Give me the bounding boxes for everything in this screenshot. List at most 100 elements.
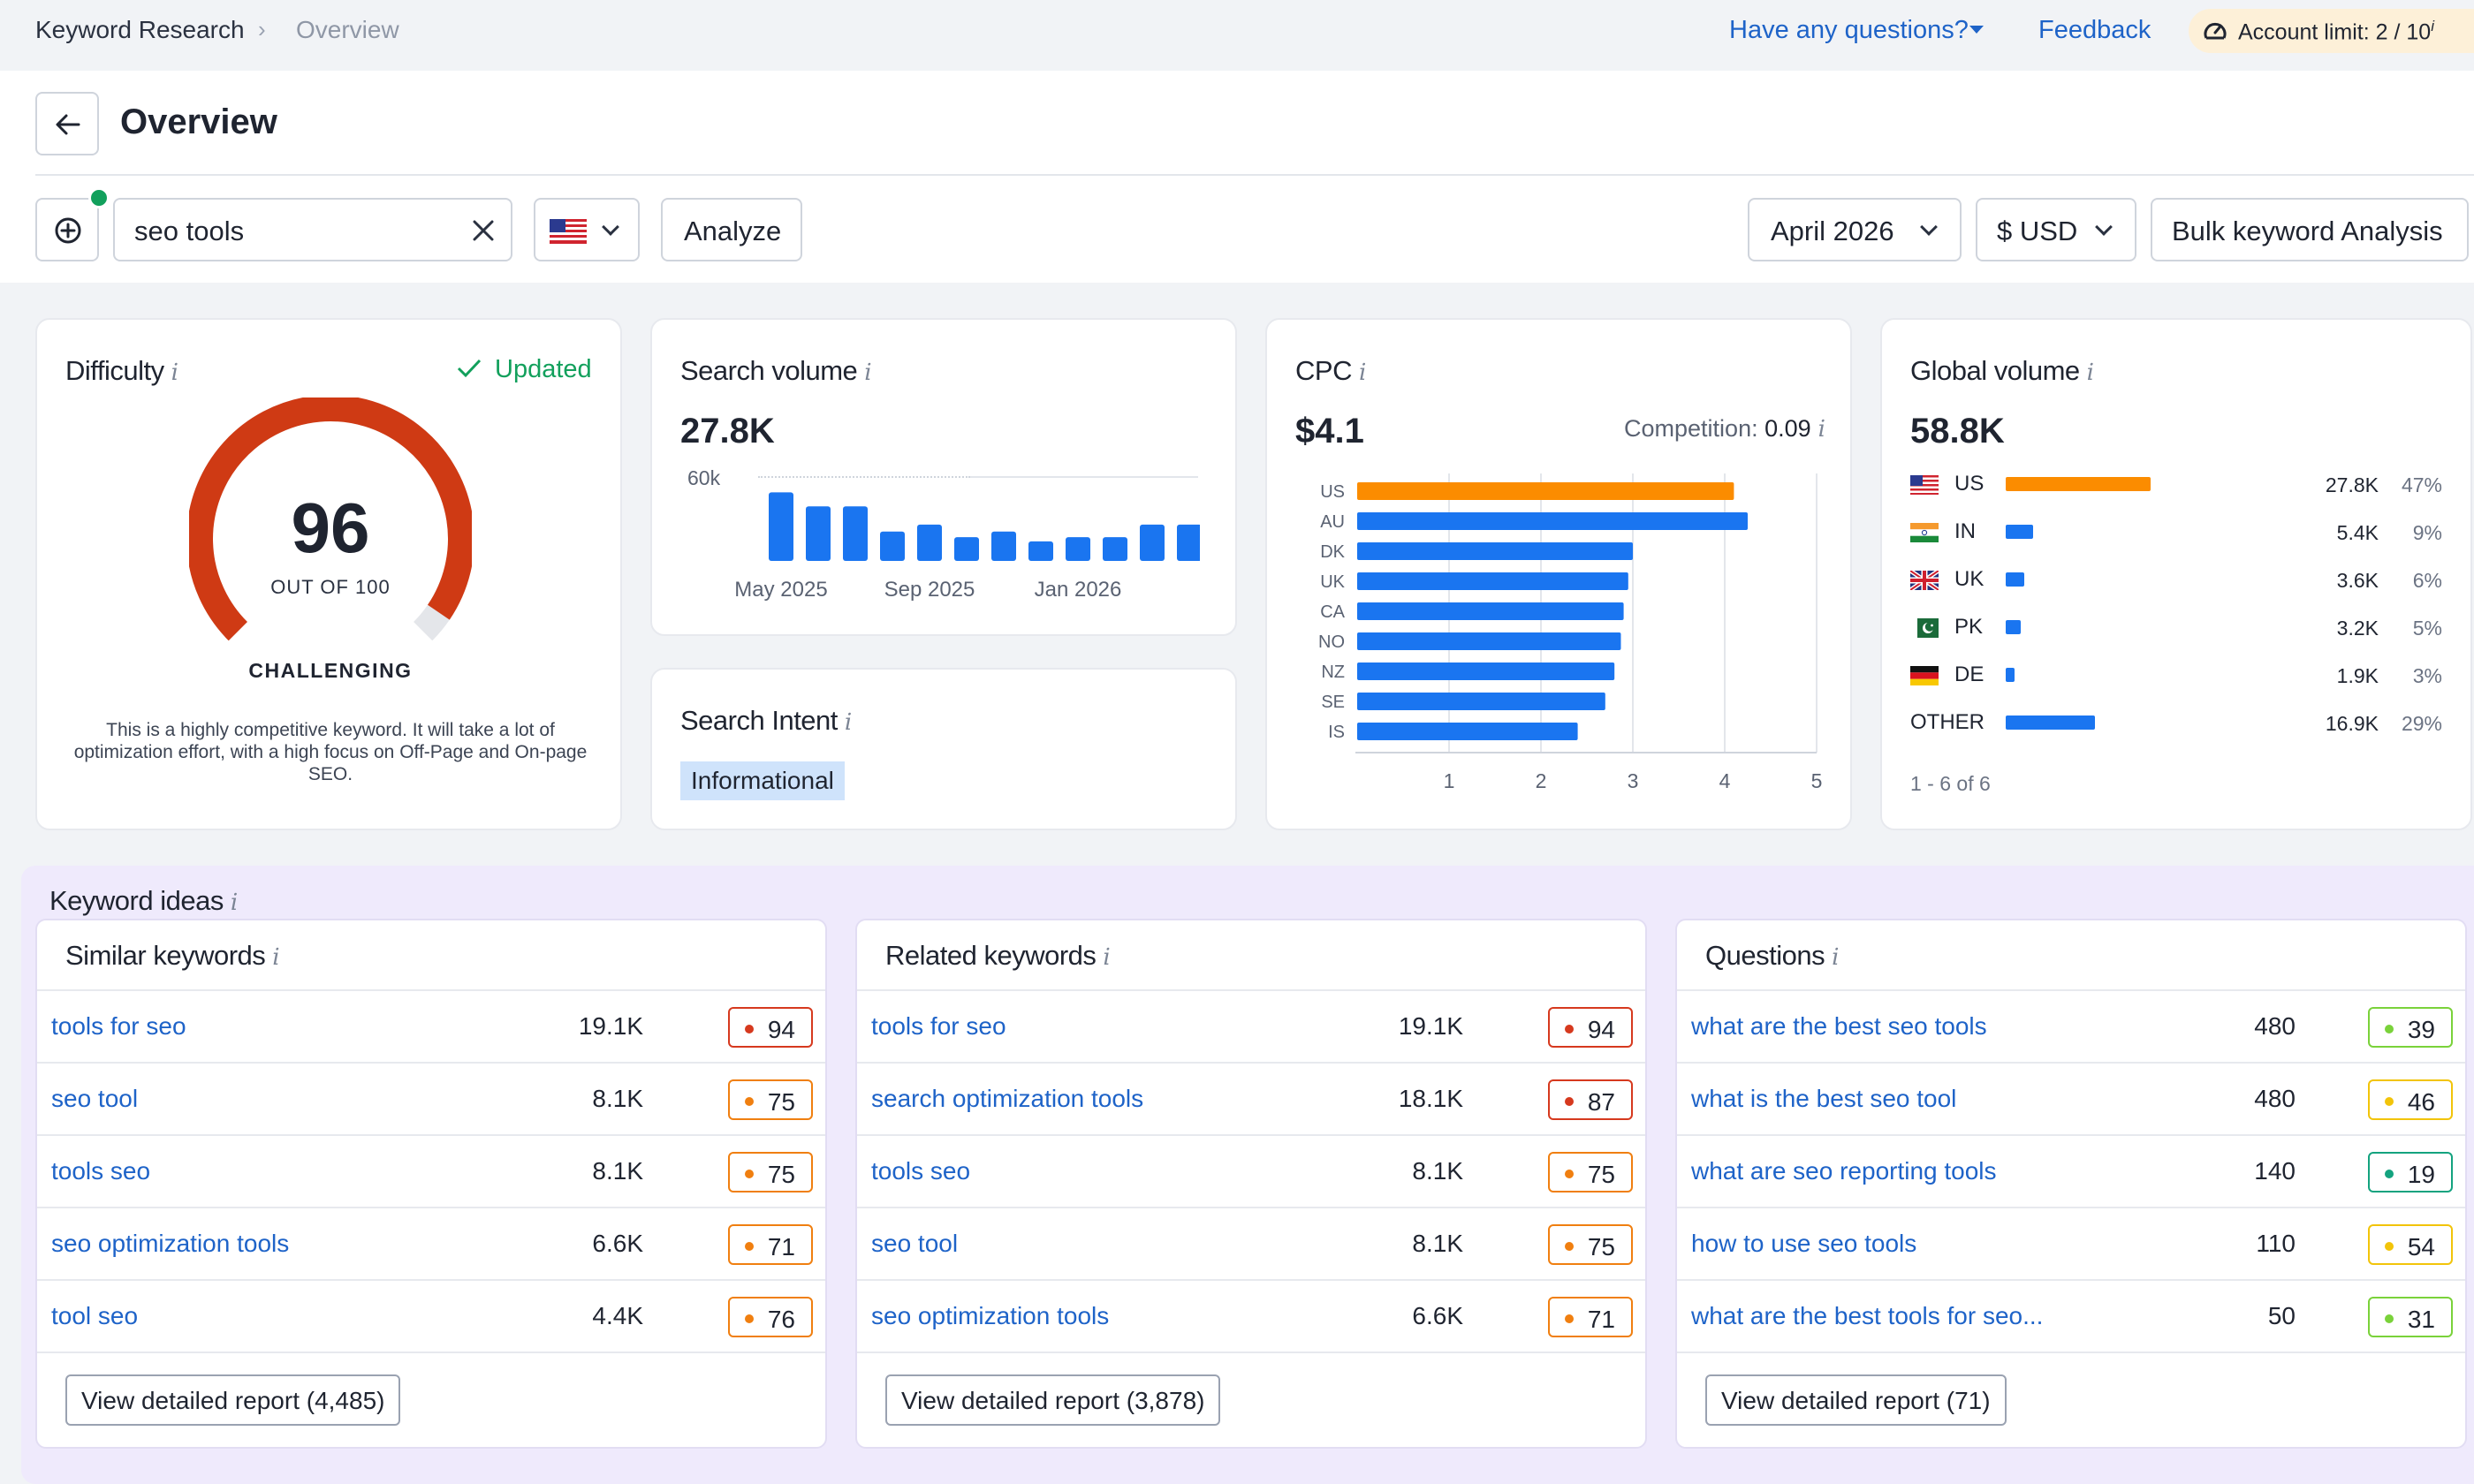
cpc-bar[interactable] xyxy=(1357,662,1615,680)
volume-bar[interactable] xyxy=(880,531,905,561)
volume-bar[interactable] xyxy=(769,492,793,561)
country-row[interactable]: UK 3.6K 6% xyxy=(1882,567,2470,602)
volume-bar[interactable] xyxy=(991,531,1016,561)
questions-link[interactable]: Have any questions? xyxy=(1729,16,1969,44)
difficulty-badge: 75 xyxy=(1548,1224,1633,1265)
back-button[interactable] xyxy=(35,92,99,155)
keyword-link[interactable]: what are the best seo tools xyxy=(1691,1012,1987,1040)
keyword-link[interactable]: what is the best seo tool xyxy=(1691,1085,1957,1112)
country-row[interactable]: OTHER 16.9K 29% xyxy=(1882,710,2470,746)
volume-bar[interactable] xyxy=(1028,541,1053,561)
info-icon[interactable]: i xyxy=(1358,360,1366,386)
competition-label: Competition: xyxy=(1624,415,1758,442)
currency-select[interactable]: $ USD xyxy=(1976,198,2136,261)
share-bar xyxy=(2006,620,2022,634)
info-icon[interactable]: i xyxy=(1832,944,1839,971)
keyword-link[interactable]: tools seo xyxy=(51,1157,151,1185)
volume-bar[interactable] xyxy=(1177,524,1200,561)
cpc-bar[interactable] xyxy=(1357,723,1578,740)
bulk-analysis-button[interactable]: Bulk keyword Analysis xyxy=(2151,198,2469,261)
keyword-link[interactable]: seo tool xyxy=(51,1085,139,1112)
keyword-volume: 18.1K xyxy=(1398,1085,1463,1112)
analyze-button[interactable]: Analyze xyxy=(661,198,802,261)
caret-down-icon[interactable] xyxy=(1969,25,1985,35)
keyword-link[interactable]: tools seo xyxy=(871,1157,971,1185)
cpc-bar[interactable] xyxy=(1357,512,1748,530)
info-icon[interactable]: i xyxy=(171,360,178,386)
related-keywords-panel: Related keywords i tools for seo 19.1K 94 sea… xyxy=(855,919,1647,1449)
info-icon[interactable]: i xyxy=(844,709,852,736)
volume-bar[interactable] xyxy=(843,506,868,561)
cpc-bar[interactable] xyxy=(1357,693,1605,710)
country-select[interactable] xyxy=(534,198,640,261)
add-keyword-button[interactable] xyxy=(35,198,99,261)
country-row[interactable]: DE 1.9K 3% xyxy=(1882,662,2470,698)
volume-bar[interactable] xyxy=(1066,537,1090,561)
keyword-row: what are the best tools for seo... 50 31 xyxy=(1677,1279,2465,1352)
chevron-down-icon xyxy=(602,218,619,236)
volume-bar[interactable] xyxy=(806,506,831,561)
country-row[interactable]: IN 5.4K 9% xyxy=(1882,519,2470,555)
difficulty-dot xyxy=(745,1314,754,1323)
info-icon[interactable]: i xyxy=(864,360,872,386)
cpc-title-text: CPC xyxy=(1295,355,1352,386)
keyword-link[interactable]: seo optimization tools xyxy=(871,1302,1110,1329)
country-percent: 47% xyxy=(2401,473,2442,496)
keyword-link[interactable]: seo optimization tools xyxy=(51,1230,290,1257)
volume-bar[interactable] xyxy=(1103,537,1127,561)
keyword-link[interactable]: what are the best tools for seo... xyxy=(1691,1302,2044,1329)
difficulty-badge: 75 xyxy=(728,1152,813,1192)
month-select[interactable]: April 2026 xyxy=(1748,198,1962,261)
bulk-analysis-label: Bulk keyword Analysis xyxy=(2172,216,2443,246)
keyword-volume: 480 xyxy=(2254,1085,2296,1112)
volume-bar[interactable] xyxy=(954,537,979,561)
share-bar xyxy=(2006,477,2151,491)
page-header: Overview seo tools Analyze April 2026 $ … xyxy=(0,71,2474,283)
pakistan-flag-icon xyxy=(1910,618,1939,638)
cpc-bar[interactable] xyxy=(1357,542,1633,560)
panel-title-text: Similar keywords xyxy=(65,940,266,971)
difficulty-dot xyxy=(2385,1314,2394,1323)
country-volume: 1.9K xyxy=(2336,664,2379,687)
view-report-button[interactable]: View detailed report (71) xyxy=(1705,1374,2007,1426)
keyword-link[interactable]: how to use seo tools xyxy=(1691,1230,1917,1257)
clear-icon[interactable] xyxy=(472,219,495,242)
search-volume-value: 27.8K xyxy=(680,412,775,450)
keyword-link[interactable]: tools for seo xyxy=(871,1012,1006,1040)
country-percent: 29% xyxy=(2401,712,2442,735)
us-flag-icon xyxy=(550,219,587,244)
cpc-bar[interactable] xyxy=(1357,482,1734,500)
search-intent-card: Search Intent i Informational xyxy=(650,668,1237,830)
breadcrumb-root[interactable]: Keyword Research xyxy=(35,16,245,43)
keyword-link[interactable]: search optimization tools xyxy=(871,1085,1144,1112)
view-report-button[interactable]: View detailed report (4,485) xyxy=(65,1374,401,1426)
top-bar: Keyword Research › Overview Have any que… xyxy=(0,0,2474,71)
country-row[interactable]: US 27.8K 47% xyxy=(1882,472,2470,507)
difficulty-gauge xyxy=(189,398,472,641)
info-icon[interactable]: i xyxy=(230,890,238,916)
keyword-link[interactable]: what are seo reporting tools xyxy=(1691,1157,1997,1185)
difficulty-badge: 75 xyxy=(1548,1152,1633,1192)
volume-bar[interactable] xyxy=(1140,524,1165,561)
info-icon[interactable]: i xyxy=(272,944,280,971)
country-row[interactable]: PK 3.2K 5% xyxy=(1882,615,2470,650)
info-icon[interactable]: i xyxy=(1103,944,1111,971)
difficulty-dot xyxy=(1565,1170,1574,1178)
limit-info-icon[interactable]: i xyxy=(2431,18,2434,34)
info-icon[interactable]: i xyxy=(1818,416,1825,443)
difficulty-value: 71 xyxy=(1587,1306,1615,1333)
currency-value: $ USD xyxy=(1997,216,2078,246)
view-report-button[interactable]: View detailed report (3,878) xyxy=(885,1374,1221,1426)
feedback-link[interactable]: Feedback xyxy=(2038,16,2151,44)
keyword-link[interactable]: seo tool xyxy=(871,1230,959,1257)
keyword-search-input[interactable]: seo tools xyxy=(113,198,512,261)
keyword-link[interactable]: tool seo xyxy=(51,1302,139,1329)
info-icon[interactable]: i xyxy=(2086,360,2094,386)
us-flag-icon xyxy=(1910,475,1939,495)
cpc-bar[interactable] xyxy=(1357,602,1624,620)
cpc-bar[interactable] xyxy=(1357,572,1628,590)
keyword-link[interactable]: tools for seo xyxy=(51,1012,186,1040)
account-limit-label: Account limit: xyxy=(2238,19,2370,45)
cpc-bar[interactable] xyxy=(1357,632,1621,650)
volume-bar[interactable] xyxy=(917,524,942,561)
